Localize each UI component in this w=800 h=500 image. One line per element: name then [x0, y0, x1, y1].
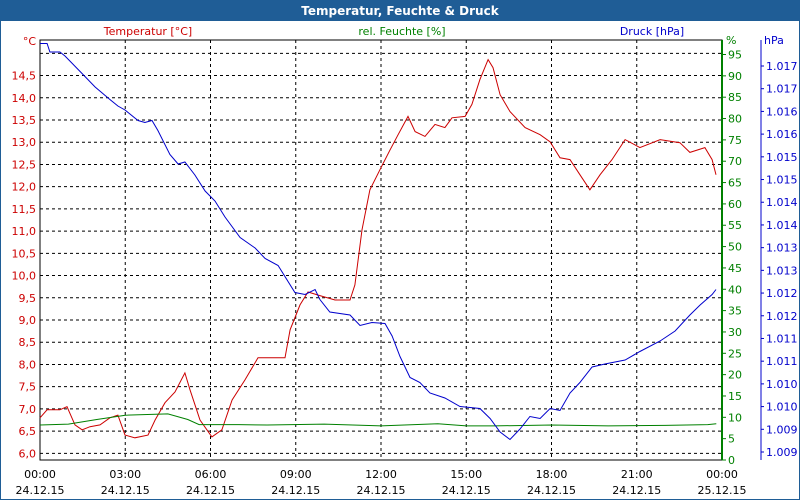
x-tick-date: 24.12.15	[271, 484, 320, 497]
pressure-tick-label: 1.011	[766, 332, 798, 345]
temperature-tick-label: 11,5	[12, 203, 37, 216]
x-tick-date: 24.12.15	[101, 484, 150, 497]
pressure-tick-label: 1.016	[766, 105, 798, 118]
humidity-tick-label: 30	[728, 326, 742, 339]
humidity-tick-label: 10	[728, 411, 742, 424]
pressure-tick-label: 1.009	[766, 446, 798, 459]
humidity-tick-label: 70	[728, 155, 742, 168]
x-tick-time: 15:00	[450, 468, 482, 481]
x-tick-date: 24.12.15	[357, 484, 406, 497]
x-tick-date: 24.12.15	[16, 484, 65, 497]
humidity-tick-label: 40	[728, 283, 742, 296]
legend-temperature: Temperatur [°C]	[103, 25, 192, 38]
humidity-tick-label: 65	[728, 177, 742, 190]
temperature-tick-label: 6,5	[19, 425, 37, 438]
humidity-unit: %	[726, 34, 736, 47]
x-tick-time: 09:00	[280, 468, 312, 481]
temperature-tick-label: 9,0	[19, 314, 37, 327]
humidity-tick-label: 5	[728, 433, 735, 446]
series-line-humidity	[39, 413, 717, 427]
pressure-tick-label: 1.015	[766, 151, 798, 164]
x-tick-date: 25.12.15	[698, 484, 747, 497]
temperature-unit: °C	[23, 35, 37, 48]
temperature-tick-label: 12,0	[12, 181, 37, 194]
series-line-pressure	[40, 43, 717, 441]
humidity-tick-label: 20	[728, 369, 742, 382]
x-tick-time: 18:00	[536, 468, 568, 481]
humidity-tick-label: 50	[728, 241, 742, 254]
x-tick-time: 03:00	[109, 468, 141, 481]
x-tick-time: 00:00	[24, 468, 56, 481]
legend-humidity: rel. Feuchte [%]	[358, 25, 445, 38]
x-tick-time: 21:00	[621, 468, 653, 481]
temperature-tick-label: 12,5	[12, 158, 37, 171]
temperature-tick-label: 11,0	[12, 225, 37, 238]
humidity-tick-label: 85	[728, 91, 742, 104]
pressure-tick-label: 1.013	[766, 264, 798, 277]
temperature-tick-label: 7,0	[19, 403, 37, 416]
x-tick-date: 24.12.15	[527, 484, 576, 497]
legend-pressure: Druck [hPa]	[620, 25, 684, 38]
temperature-tick-label: 14,0	[12, 92, 37, 105]
pressure-tick-label: 1.013	[766, 242, 798, 255]
x-tick-time: 00:00	[706, 468, 738, 481]
humidity-tick-label: 0	[728, 454, 735, 467]
x-tick-time: 12:00	[365, 468, 397, 481]
humidity-tick-label: 55	[728, 219, 742, 232]
pressure-tick-label: 1.014	[766, 196, 798, 209]
temperature-tick-label: 8,0	[19, 358, 37, 371]
humidity-tick-label: 15	[728, 390, 742, 403]
pressure-tick-label: 1.015	[766, 174, 798, 187]
temperature-tick-label: 13,0	[12, 136, 37, 149]
pressure-tick-label: 1.014	[766, 219, 798, 232]
temperature-tick-label: 9,5	[19, 292, 37, 305]
pressure-tick-label: 1.012	[766, 310, 798, 323]
pressure-tick-label: 1.011	[766, 355, 798, 368]
pressure-tick-label: 1.010	[766, 401, 798, 414]
humidity-tick-label: 25	[728, 347, 742, 360]
pressure-tick-label: 1.017	[766, 83, 798, 96]
temperature-tick-label: 8,5	[19, 336, 37, 349]
temperature-tick-label: 13,5	[12, 114, 37, 127]
temperature-tick-label: 10,5	[12, 247, 37, 260]
humidity-tick-label: 75	[728, 134, 742, 147]
pressure-tick-label: 1.012	[766, 287, 798, 300]
humidity-tick-label: 95	[728, 49, 742, 62]
temperature-tick-label: 10,0	[12, 270, 37, 283]
pressure-tick-label: 1.010	[766, 378, 798, 391]
temperature-tick-label: 14,5	[12, 70, 37, 83]
pressure-tick-label: 1.016	[766, 128, 798, 141]
humidity-tick-label: 80	[728, 113, 742, 126]
pressure-tick-label: 1.017	[766, 60, 798, 73]
x-tick-date: 24.12.15	[612, 484, 661, 497]
humidity-tick-label: 90	[728, 70, 742, 83]
humidity-tick-label: 35	[728, 305, 742, 318]
x-tick-date: 24.12.15	[186, 484, 235, 497]
x-tick-time: 06:00	[195, 468, 227, 481]
humidity-tick-label: 60	[728, 198, 742, 211]
temperature-tick-label: 6,0	[19, 447, 37, 460]
pressure-unit: hPa	[764, 34, 784, 47]
temperature-tick-label: 7,5	[19, 381, 37, 394]
humidity-tick-label: 45	[728, 262, 742, 275]
series-line-temperature	[39, 58, 717, 439]
pressure-tick-label: 1.009	[766, 423, 798, 436]
x-tick-date: 24.12.15	[442, 484, 491, 497]
window-title: Temperatur, Feuchte & Druck	[1, 1, 799, 21]
